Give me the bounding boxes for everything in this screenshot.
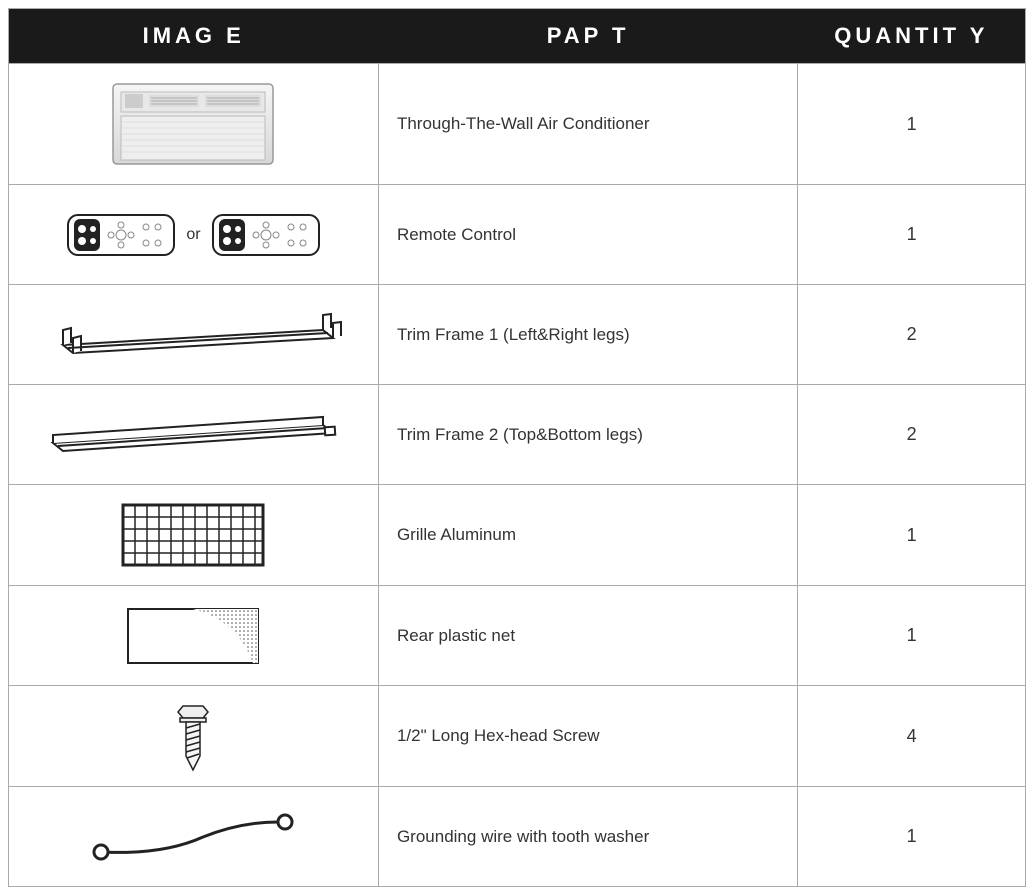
table-row: Trim Frame 1 (Left&Right legs) 2 [9, 285, 1026, 385]
table-row: 1/2" Long Hex-head Screw 4 [9, 686, 1026, 787]
part-cell: Rear plastic net [378, 586, 797, 686]
header-row: IMAG E PAP T QUANTIT Y [9, 9, 1026, 64]
image-cell [9, 385, 379, 485]
remote-control-icon [66, 211, 176, 259]
qty-cell: 2 [798, 385, 1026, 485]
qty-cell: 1 [798, 485, 1026, 586]
qty-cell: 4 [798, 686, 1026, 787]
qty-cell: 1 [798, 64, 1026, 185]
hex-screw-icon [168, 696, 218, 776]
image-cell [9, 787, 379, 887]
part-cell: Grille Aluminum [378, 485, 797, 586]
part-cell: Trim Frame 2 (Top&Bottom legs) [378, 385, 797, 485]
qty-cell: 1 [798, 586, 1026, 686]
plastic-net-icon [118, 601, 268, 671]
image-cell: or [9, 185, 379, 285]
qty-cell: 1 [798, 185, 1026, 285]
image-cell [9, 64, 379, 185]
remote-control-icon [211, 211, 321, 259]
trim-frame-1-icon [33, 300, 353, 370]
grounding-wire-icon [73, 807, 313, 867]
qty-cell: 1 [798, 787, 1026, 887]
table-row: Grille Aluminum 1 [9, 485, 1026, 586]
parts-table: IMAG E PAP T QUANTIT Y [8, 8, 1026, 887]
part-cell: Remote Control [378, 185, 797, 285]
table-row: or R [9, 185, 1026, 285]
part-cell: Through-The-Wall Air Conditioner [378, 64, 797, 185]
part-cell: Trim Frame 1 (Left&Right legs) [378, 285, 797, 385]
part-cell: 1/2" Long Hex-head Screw [378, 686, 797, 787]
header-part: PAP T [378, 9, 797, 64]
header-quantity: QUANTIT Y [798, 9, 1026, 64]
table-row: Through-The-Wall Air Conditioner 1 [9, 64, 1026, 185]
part-cell: Grounding wire with tooth washer [378, 787, 797, 887]
image-cell [9, 485, 379, 586]
table-row: Trim Frame 2 (Top&Bottom legs) 2 [9, 385, 1026, 485]
table-row: Rear plastic net 1 [9, 586, 1026, 686]
image-cell [9, 686, 379, 787]
trim-frame-2-icon [33, 405, 353, 465]
header-image: IMAG E [9, 9, 379, 64]
qty-cell: 2 [798, 285, 1026, 385]
table-row: Grounding wire with tooth washer 1 [9, 787, 1026, 887]
or-label: or [186, 226, 200, 244]
air-conditioner-icon [103, 74, 283, 174]
grille-icon [113, 495, 273, 575]
image-cell [9, 285, 379, 385]
image-cell [9, 586, 379, 686]
